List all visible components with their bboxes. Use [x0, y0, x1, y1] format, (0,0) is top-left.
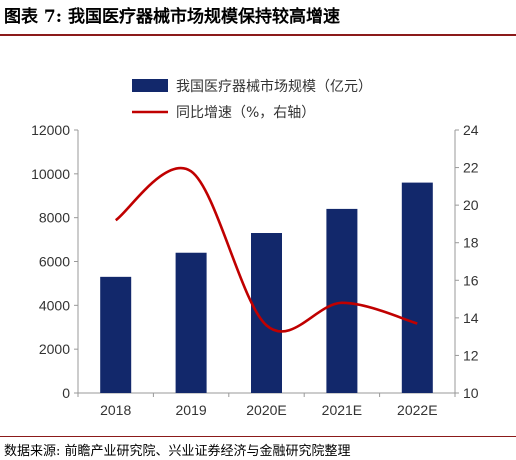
- y-right-tick-label: 12: [463, 347, 479, 363]
- y-right-tick-label: 18: [463, 235, 479, 251]
- bar: [175, 252, 207, 393]
- y-left-tick-label: 8000: [39, 210, 70, 226]
- y-right-tick-label: 22: [463, 160, 479, 176]
- legend-label-bar: 我国医疗器械市场规模（亿元）: [176, 78, 372, 95]
- y-right-tick-label: 10: [463, 385, 479, 401]
- y-right-tick-label: 16: [463, 272, 479, 288]
- y-left-tick-label: 12000: [31, 122, 70, 138]
- figure-title: 图表 7: 我国医疗器械市场规模保持较高增速: [4, 7, 340, 27]
- x-tick-label: 2021E: [322, 402, 362, 418]
- x-tick-label: 2022E: [397, 402, 437, 418]
- chart: 0200040006000800010000120001012141618202…: [31, 78, 479, 418]
- x-tick-label: 2020E: [246, 402, 286, 418]
- source-note: 数据来源: 前瞻产业研究院、兴业证券经济与金融研究院整理: [4, 444, 351, 459]
- x-tick-label: 2019: [176, 402, 207, 418]
- source-rule: [0, 436, 516, 437]
- y-left-tick-label: 0: [62, 385, 70, 401]
- legend-label-line: 同比增速（%，右轴）: [176, 105, 315, 121]
- bar: [100, 276, 132, 393]
- y-left-tick-label: 2000: [39, 341, 70, 357]
- bar: [401, 182, 433, 393]
- y-right-tick-label: 14: [463, 310, 479, 326]
- y-left-tick-label: 4000: [39, 297, 70, 313]
- y-right-tick-label: 20: [463, 197, 479, 213]
- y-left-tick-label: 10000: [31, 166, 70, 182]
- bar: [326, 208, 358, 393]
- y-right-tick-label: 24: [463, 122, 479, 138]
- growth-line: [114, 167, 418, 333]
- y-left-tick-label: 6000: [39, 254, 70, 270]
- x-tick-label: 2018: [100, 402, 131, 418]
- legend-swatch-bar: [132, 79, 168, 92]
- title-rule: [0, 34, 516, 36]
